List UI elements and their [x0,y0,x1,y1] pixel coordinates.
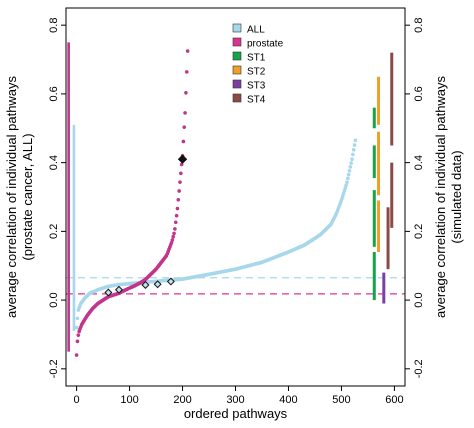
axis-title-line: average correlation of individual pathwa… [4,75,19,318]
prostate-point [75,339,80,344]
x-tick-label: 200 [173,394,191,406]
x-tick-label: 600 [385,394,403,406]
legend-swatch-all [232,23,242,33]
y-tick-label-left: 0.8 [48,18,60,33]
open-diamond-marker [153,280,162,289]
all-point [340,197,344,201]
y-axis-title-right: average correlation of individual pathwa… [433,75,464,318]
prostate-point [175,206,180,211]
prostate-point [178,180,182,184]
prostate-point [172,231,176,236]
prostate-point [174,213,179,218]
y-tick-label-right: 0.6 [413,86,425,101]
y-tick-label-left: -0.2 [48,359,60,378]
y-tick-label-left: 0.6 [48,86,60,101]
prostate-point [173,220,178,225]
legend-swatch-st1 [232,51,242,61]
all-point [351,152,355,157]
legend-label-prostate: prostate [247,39,284,50]
prostate-point [176,197,181,202]
prostate-point [184,70,189,74]
all-point [342,189,347,193]
all-point [351,147,356,152]
all-point [341,191,346,196]
open-diamond-marker [104,288,113,297]
axis-title-line: average correlation of individual pathwa… [433,75,448,318]
legend-swatch-st4 [232,93,242,103]
x-tick-label: 300 [226,394,244,406]
all-point [75,316,80,321]
axes: 0 100 200 300 400 500 600 -0.2 -0.2 0.0 0.0 0.2 0.2 0… [48,18,425,406]
all-point [352,143,357,147]
open-diamond-marker [114,285,123,294]
all-point [346,172,351,177]
highlighted-points [104,154,188,297]
legend-label-st4: ST4 [247,95,266,106]
y-tick-label-left: 0.4 [48,155,60,170]
prostate-point [179,171,183,176]
prostate-point [183,111,187,115]
axis-title-line: (simulated data) [449,150,464,243]
prostate-point [173,227,177,231]
y-tick-label-right: 0.0 [413,292,425,307]
all-point [344,183,348,188]
filled-diamond-marker [177,154,188,164]
y-tick-label-right: 0.4 [413,155,425,170]
prostate-point [171,234,176,239]
prostate-point [170,238,175,242]
legend-label-all: ALL [247,25,265,36]
all-point [353,138,358,143]
all-point [340,194,345,199]
legend-label-st1: ST1 [247,53,266,64]
x-axis-title: ordered pathways [184,406,288,421]
y-tick-label-right: 0.2 [413,224,425,239]
all-point [343,186,348,190]
legend-label-st2: ST2 [247,67,266,78]
y-tick-label-right: -0.2 [413,359,425,378]
all-point [350,157,354,161]
prostate-point [169,240,174,245]
y-tick-label-left: 0.0 [48,292,60,307]
all-point [347,168,352,173]
legend-swatch-prostate [232,37,242,47]
x-tick-label: 500 [332,394,350,406]
prostate-point [182,125,187,129]
y-axis-title-left: average correlation of individual pathwa… [4,75,35,318]
all-point [348,165,353,169]
y-tick-label-right: 0.8 [413,18,425,33]
prostate-point [177,189,181,193]
x-tick-label: 0 [74,394,80,406]
legend-swatch-st2 [232,65,242,75]
x-tick-label: 100 [120,394,138,406]
all-point [345,176,350,181]
prostate-point [181,139,186,144]
reference-lines [66,277,405,295]
open-diamond-marker [141,280,150,289]
prostate-point [76,333,81,337]
prostate-point [184,91,188,95]
legend: ALL prostate ST1 ST2 ST3 ST4 [232,23,284,106]
all-point [74,325,79,330]
y-tick-label-left: 0.2 [48,224,60,239]
series-prostate [67,42,190,357]
legend-swatch-st3 [232,79,242,89]
simulated-bars-layer [372,52,394,304]
legend-label-st3: ST3 [247,81,266,92]
axis-title-line: (prostate cancer, ALL) [20,133,35,260]
prostate-point [74,353,79,357]
series-layer [67,42,358,357]
x-tick-label: 400 [279,394,297,406]
all-point [345,180,349,185]
prostate-point [185,49,190,53]
open-diamond-marker [166,277,175,286]
all-point [349,161,353,165]
